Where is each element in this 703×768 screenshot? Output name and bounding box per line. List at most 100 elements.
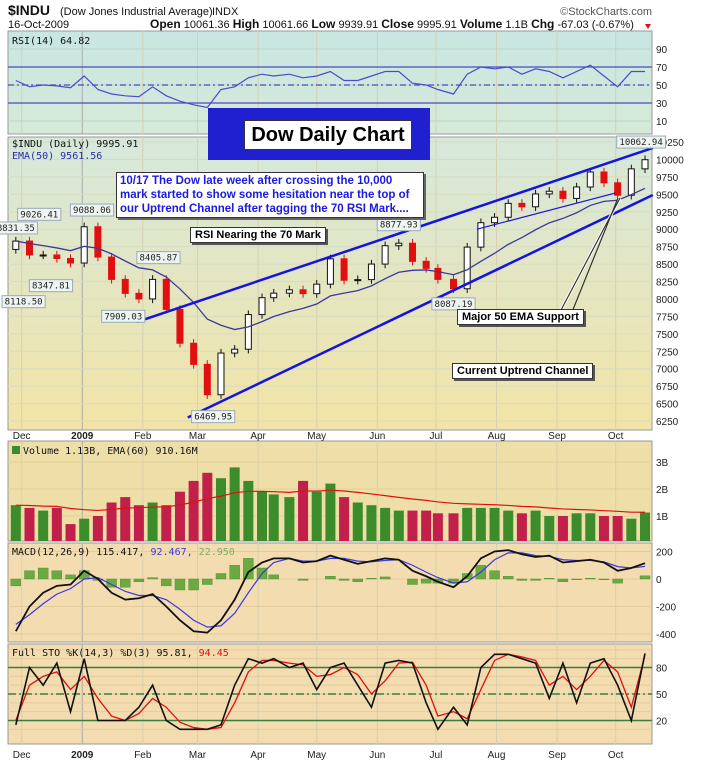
trend-line <box>136 146 654 324</box>
price-label: 6469.95 <box>194 413 232 423</box>
volume-bar <box>65 524 76 541</box>
macd-histogram-bar <box>352 578 363 582</box>
price-label-box <box>431 297 476 311</box>
macd-histogram-bar <box>503 576 514 580</box>
ema-line <box>15 187 646 331</box>
volume-bar <box>10 505 21 541</box>
macd-tick-label: -200 <box>656 603 676 614</box>
price-tick-label: 8750 <box>656 243 679 254</box>
candle <box>149 278 157 300</box>
volume-bar <box>448 513 459 541</box>
macd-histogram-bar <box>407 578 418 585</box>
date: 16-Oct-2009 <box>8 19 69 31</box>
price-label-box <box>136 251 181 265</box>
title-banner: Dow Daily Chart <box>208 108 430 160</box>
candle <box>477 222 485 248</box>
x-tick-label: Oct <box>608 750 624 761</box>
candle <box>614 182 622 196</box>
candle <box>532 193 540 208</box>
volume-bar <box>366 505 377 541</box>
candle <box>504 202 512 218</box>
candle <box>545 190 553 195</box>
volume-tick-label: 3B <box>656 458 669 469</box>
candle <box>450 278 458 290</box>
candle <box>67 257 75 264</box>
price-label-box <box>191 410 236 424</box>
volume-bar <box>120 497 131 541</box>
candle <box>573 186 581 199</box>
macd-line <box>15 549 646 634</box>
channel-note: Current Uptrend Channel <box>452 363 594 379</box>
chart-title: Dow Daily Chart <box>244 120 412 150</box>
macd-histogram-bar <box>37 567 49 580</box>
x-tick-label: Jul <box>430 750 443 761</box>
price-label: 8118.50 <box>5 298 43 308</box>
price-tick-label: 9750 <box>656 173 679 184</box>
price-tick-label: 7000 <box>656 365 679 376</box>
macd-histogram-bar <box>297 578 309 581</box>
x-tick-label: Jun <box>369 431 385 442</box>
volume-bar <box>393 510 404 541</box>
volume-tick-label: 1B <box>656 512 669 523</box>
volume-bar <box>489 507 500 541</box>
volume-bar <box>257 491 268 541</box>
rsi-line <box>15 64 646 109</box>
volume-bar <box>298 480 309 541</box>
price-tick-label: 6250 <box>656 417 679 428</box>
macd-histogram-bar <box>229 565 240 580</box>
candle <box>422 260 430 269</box>
candle <box>190 342 198 365</box>
macd-histogram-bar <box>639 575 651 580</box>
candle <box>518 202 526 208</box>
candle <box>600 171 608 184</box>
volume-bar <box>421 510 432 541</box>
candle <box>299 289 307 295</box>
price-tick-label: 7750 <box>656 312 679 323</box>
macd-histogram-bar <box>188 578 199 591</box>
macd-histogram-bar <box>268 574 279 580</box>
volume-bar <box>174 491 185 541</box>
x-tick-label: Mar <box>189 750 207 761</box>
price-label-box <box>0 221 38 235</box>
price-label: 8877.93 <box>380 221 418 231</box>
x-tick-label: Aug <box>488 431 506 442</box>
volume-bar <box>530 510 541 541</box>
volume-bar <box>407 510 418 541</box>
macd-histogram-bar <box>585 578 596 580</box>
macd-histogram-bar <box>420 578 432 584</box>
macd-histogram-bar <box>10 578 22 587</box>
volume-bar <box>516 513 527 541</box>
axis-labels: Dec Dec 2009 2009 Feb Feb Mar Mar Apr Apr May May Ju… <box>0 45 684 761</box>
price-label: 10062.94 <box>619 138 662 148</box>
candle <box>231 348 239 354</box>
price-tick-label: 9500 <box>656 190 679 201</box>
volume-bar <box>311 491 322 541</box>
x-tick-label: Apr <box>250 750 266 761</box>
macd-histogram-bar <box>24 570 35 580</box>
macd-histogram-bar <box>366 578 377 580</box>
price-label: 8405.87 <box>139 254 177 264</box>
volume-bar <box>462 507 473 541</box>
price-tick-label: 10250 <box>656 138 684 149</box>
chart-marks <box>8 64 654 731</box>
macd-tick-label: 200 <box>656 548 673 559</box>
volume-bar <box>640 512 651 541</box>
candle <box>94 226 102 258</box>
macd-histogram-bar <box>338 578 350 581</box>
x-tick-label: Sep <box>548 431 566 442</box>
candle <box>203 363 211 396</box>
macd-histogram-bar <box>65 574 76 580</box>
price-label-box <box>17 207 62 221</box>
volume-bar <box>380 507 391 541</box>
trend-line <box>476 192 616 230</box>
volume-legend: Volume 1.13B, EMA(60) 910.16M <box>23 446 198 457</box>
sto-tick-label: 80 <box>656 664 668 675</box>
candle <box>408 242 416 262</box>
x-tick-label: Dec <box>13 750 31 761</box>
volume-bar <box>557 516 568 541</box>
volume-bar <box>215 478 226 541</box>
x-tick-label: 2009 <box>71 750 94 761</box>
candle <box>258 297 266 316</box>
ema-support-note: Major 50 EMA Support <box>457 309 584 325</box>
